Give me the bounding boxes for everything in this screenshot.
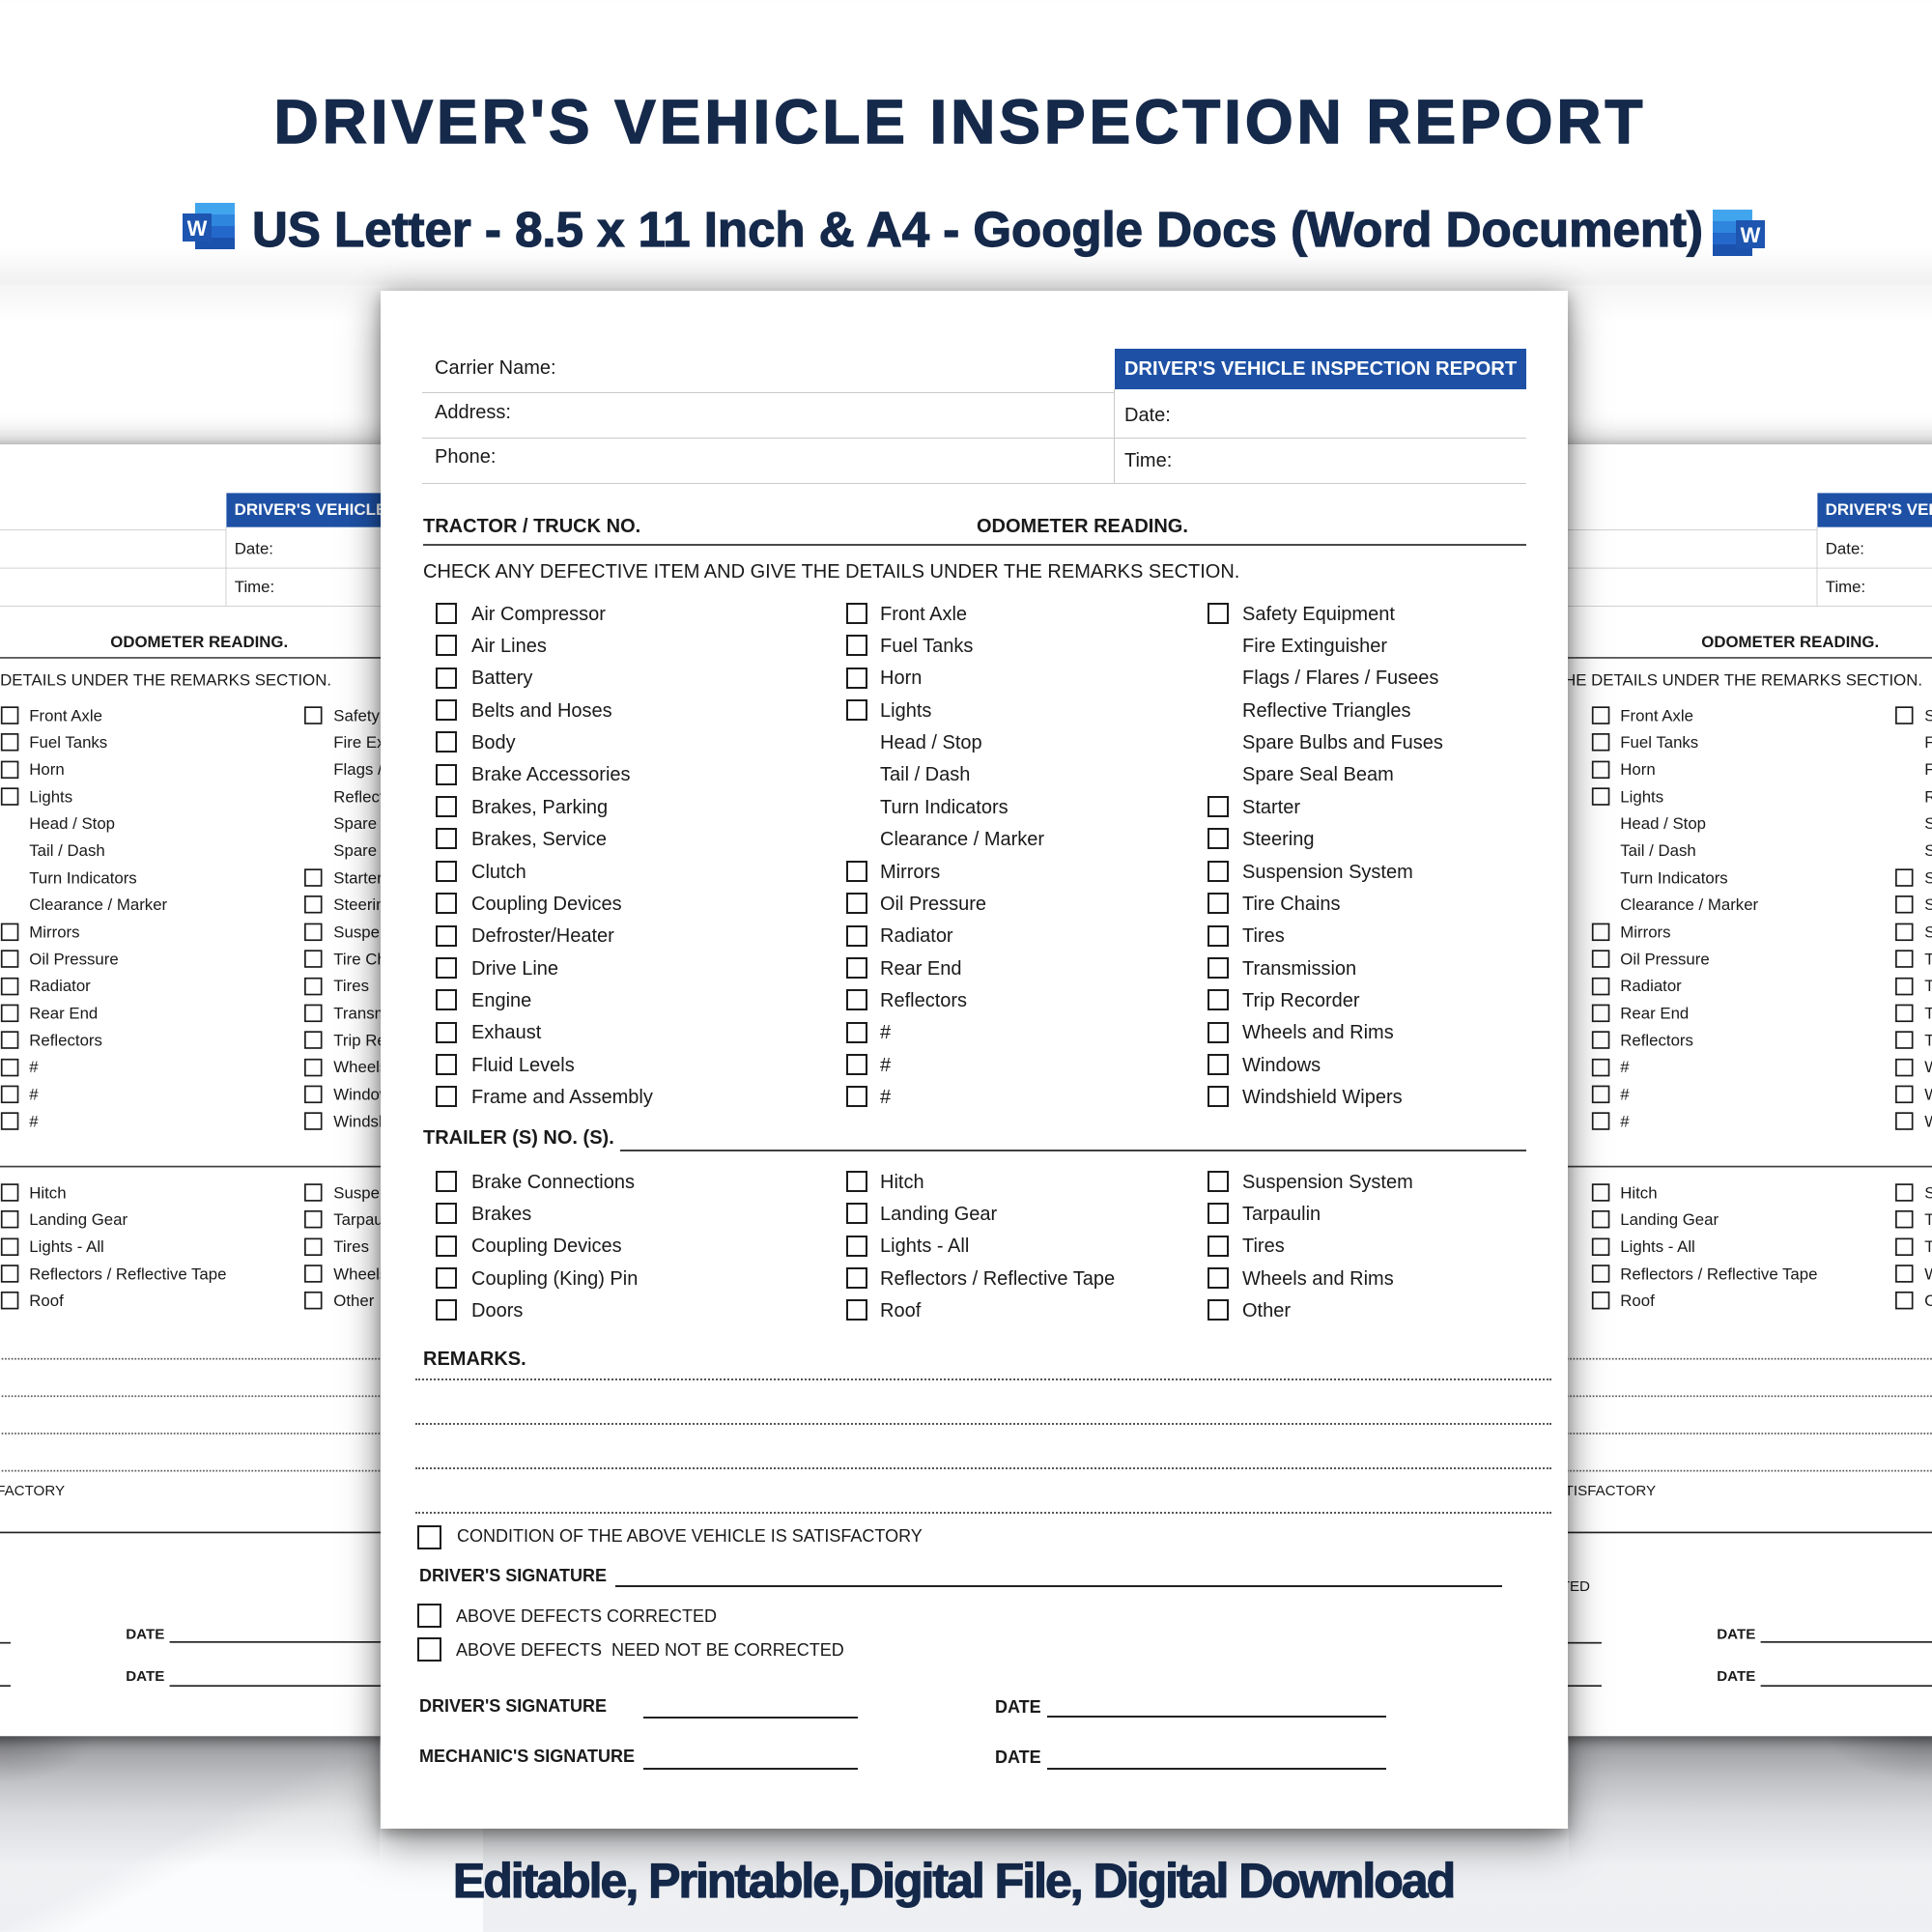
svg-text:W: W [187, 216, 208, 241]
svg-text:W: W [1740, 223, 1760, 247]
